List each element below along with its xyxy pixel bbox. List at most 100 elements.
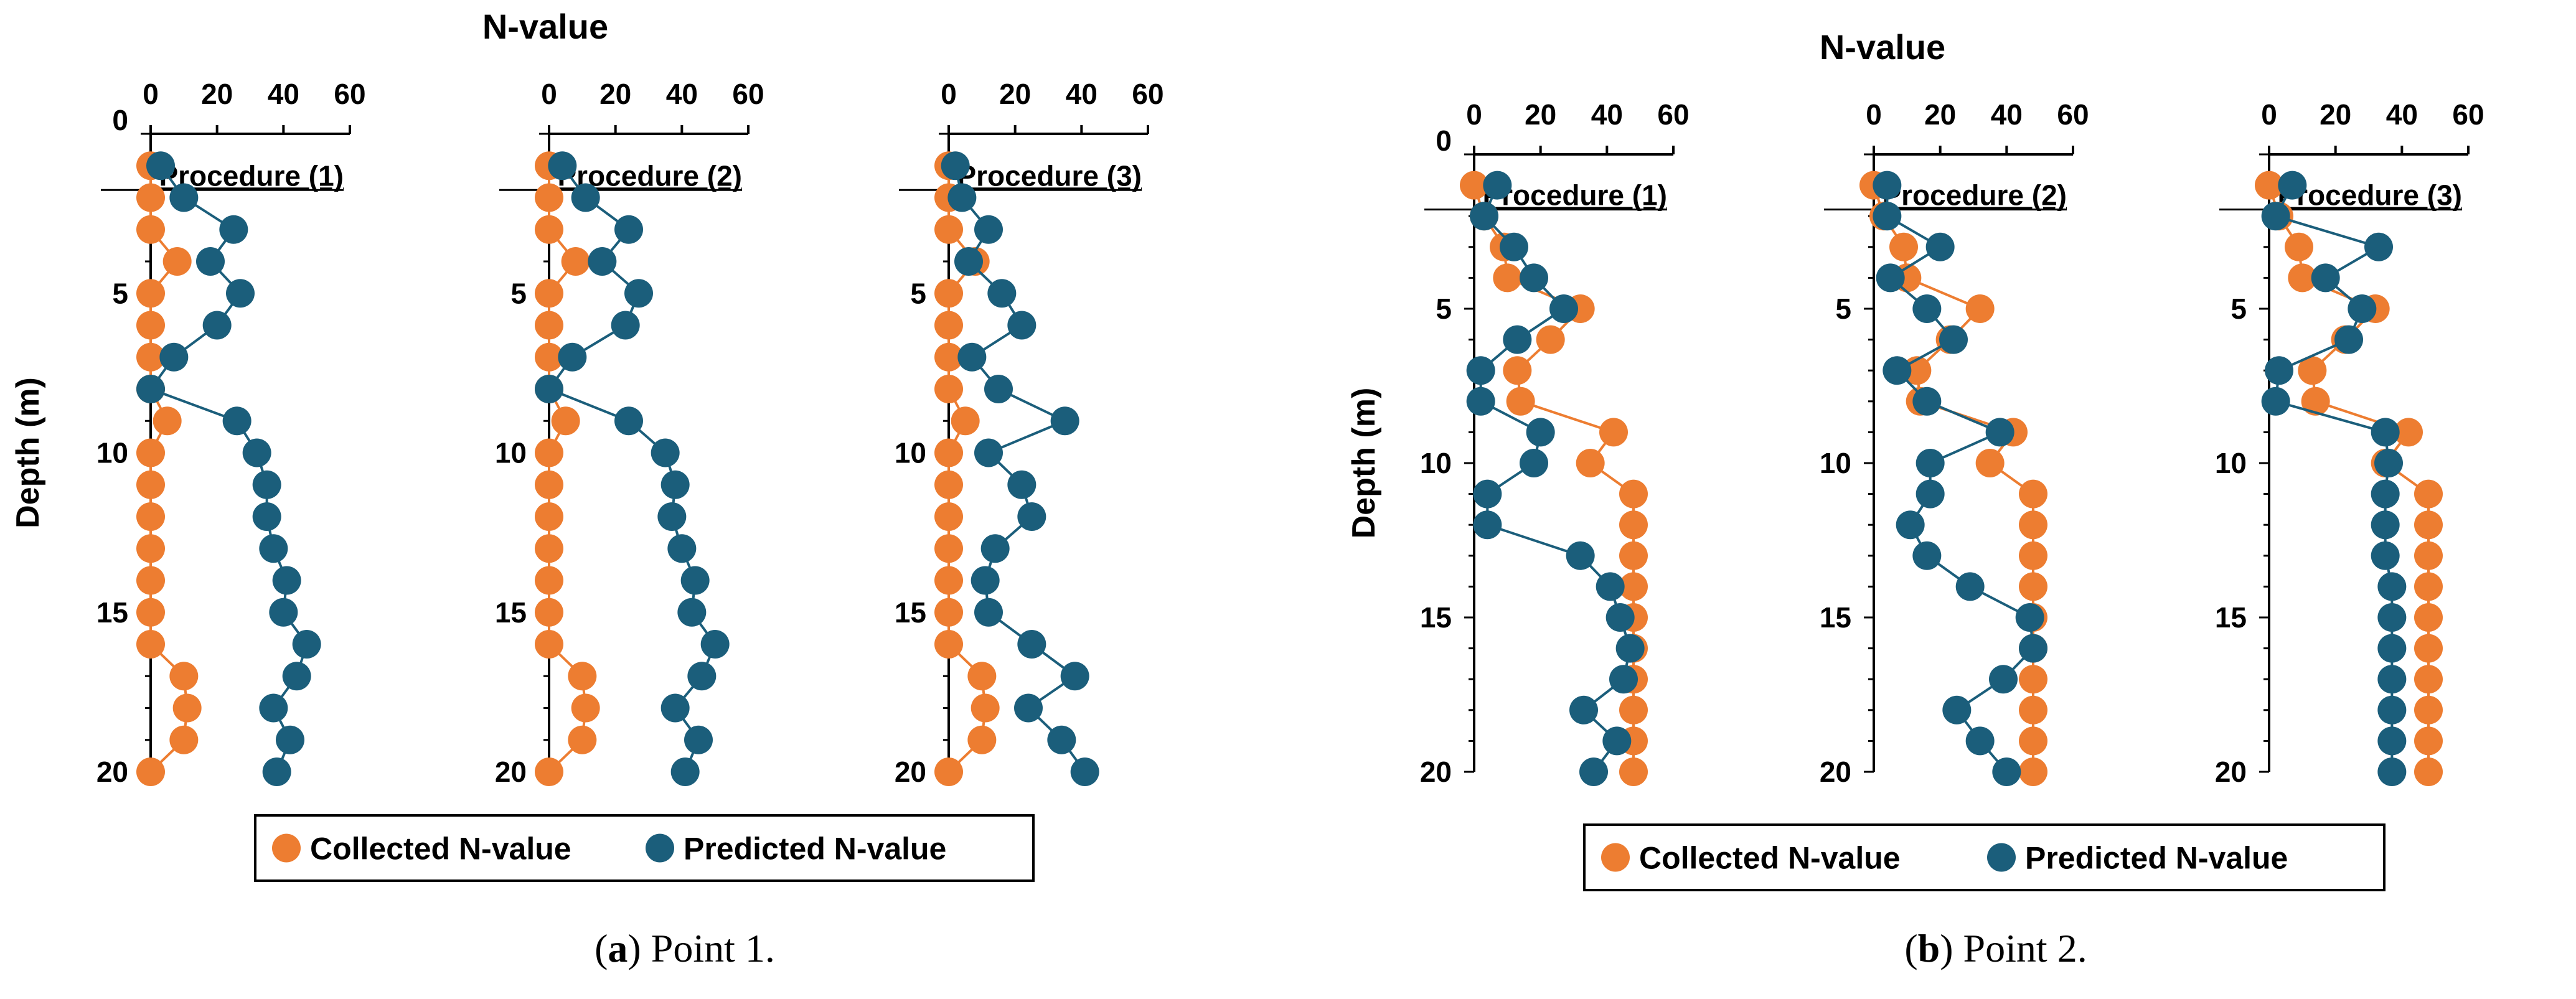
- collected-point: [1493, 263, 1522, 293]
- y-tick-label: 10: [96, 437, 128, 469]
- collected-point: [934, 598, 963, 627]
- y-tick-label: 10: [1420, 447, 1452, 479]
- collected-point: [1619, 541, 1648, 570]
- collected-point: [1975, 449, 2005, 477]
- collected-point: [1599, 418, 1628, 447]
- collected-point: [2394, 418, 2423, 447]
- predicted-point: [588, 247, 617, 276]
- predicted-point: [1873, 202, 1902, 231]
- predicted-point: [651, 438, 680, 467]
- collected-point: [136, 598, 165, 627]
- collected-point: [535, 438, 563, 467]
- collected-point: [136, 502, 165, 531]
- collected-point: [934, 215, 963, 244]
- predicted-point: [2371, 479, 2400, 509]
- collected-point: [2414, 695, 2443, 725]
- collected-point: [1619, 572, 1648, 601]
- panel-1: 0 20 40 60 0 5 10 15 20 Procedure (1): [1420, 98, 1690, 788]
- predicted-point: [987, 279, 1017, 308]
- y-tick-label: 20: [895, 756, 926, 788]
- collected-point: [2255, 171, 2283, 200]
- predicted-point: [2377, 695, 2407, 725]
- collected-point: [934, 438, 963, 467]
- legend-predicted-marker: [1987, 843, 2016, 872]
- predicted-point: [2377, 634, 2407, 663]
- predicted-point: [1912, 294, 1942, 323]
- predicted-point: [1873, 171, 1902, 200]
- collected-point: [2301, 387, 2330, 416]
- predicted-point: [202, 311, 232, 340]
- y-tick-label: 5: [1835, 293, 1851, 325]
- collected-point: [934, 279, 963, 308]
- caption-label: a: [608, 926, 628, 970]
- legend-collected-label: Collected N-value: [1639, 841, 1901, 876]
- predicted-point: [974, 598, 1003, 627]
- collected-point: [1965, 294, 1995, 323]
- predicted-point: [974, 215, 1003, 244]
- predicted-point: [1965, 726, 1995, 756]
- predicted-point: [700, 630, 730, 659]
- collected-point: [934, 342, 963, 372]
- predicted-point: [2015, 603, 2044, 632]
- collected-point: [535, 534, 563, 563]
- collected-point: [2414, 634, 2443, 663]
- y-tick-label: 15: [495, 596, 527, 629]
- collected-point: [2414, 665, 2443, 694]
- collected-point: [2414, 726, 2443, 756]
- x-tick-label: 40: [1066, 78, 1098, 110]
- collected-point: [934, 502, 963, 531]
- y-tick-label: 5: [910, 277, 926, 309]
- predicted-point: [1007, 470, 1037, 499]
- y-axis-label: Depth (m): [10, 377, 46, 528]
- x-tick-label: 40: [1991, 98, 2023, 131]
- x-tick-label: 60: [334, 78, 365, 110]
- predicted-point: [282, 662, 311, 691]
- x-tick-label: 0: [1866, 98, 1882, 131]
- collected-point: [551, 406, 580, 436]
- x-tick-label: 20: [2320, 98, 2351, 131]
- predicted-point: [276, 725, 304, 754]
- collected-point: [1619, 510, 1648, 540]
- predicted-point: [219, 215, 248, 244]
- legend-box: [254, 814, 1035, 882]
- predicted-point: [1060, 662, 1089, 691]
- y-tick-label: 15: [96, 596, 128, 629]
- predicted-point: [1473, 479, 1502, 509]
- collected-point: [535, 342, 563, 372]
- predicted-point: [292, 630, 321, 659]
- predicted-point: [1017, 630, 1046, 659]
- x-tick-label: 40: [2386, 98, 2418, 131]
- figure-b: N-value Depth (m) 0 20 40 60 0 5 10 15 20 Procedure…: [1346, 27, 2484, 970]
- collected-point: [2414, 603, 2443, 632]
- predicted-point: [1549, 294, 1578, 323]
- collected-point: [2019, 572, 2047, 601]
- x-tick-label: 40: [1591, 98, 1623, 131]
- predicted-point: [1050, 406, 1079, 436]
- predicted-point: [974, 438, 1003, 467]
- predicted-point: [957, 342, 987, 372]
- x-tick-label: 20: [1525, 98, 1556, 131]
- predicted-point: [1520, 263, 1548, 293]
- x-tick-label: 20: [1924, 98, 1956, 131]
- collected-point: [162, 247, 192, 276]
- predicted-point: [1992, 757, 2021, 786]
- predicted-point: [680, 566, 710, 595]
- predicted-point: [1605, 603, 1635, 632]
- x-tick-label: 20: [201, 78, 233, 110]
- collected-point: [2019, 726, 2047, 756]
- legend-collected-marker: [1601, 843, 1630, 872]
- collected-point: [934, 470, 963, 499]
- y-tick-label: 10: [895, 437, 926, 469]
- predicted-point: [1985, 418, 2014, 447]
- predicted-point: [947, 183, 977, 212]
- predicted-point: [2348, 294, 2377, 323]
- predicted-point: [2334, 325, 2363, 354]
- predicted-point: [1466, 387, 1495, 416]
- y-axis-label: Depth (m): [1346, 388, 1382, 539]
- predicted-point: [226, 279, 255, 308]
- collected-point: [2019, 695, 2047, 725]
- y-tick-label: 15: [895, 596, 926, 629]
- predicted-point: [614, 406, 643, 436]
- predicted-point: [1925, 232, 1955, 261]
- x-tick-label: 0: [541, 78, 557, 110]
